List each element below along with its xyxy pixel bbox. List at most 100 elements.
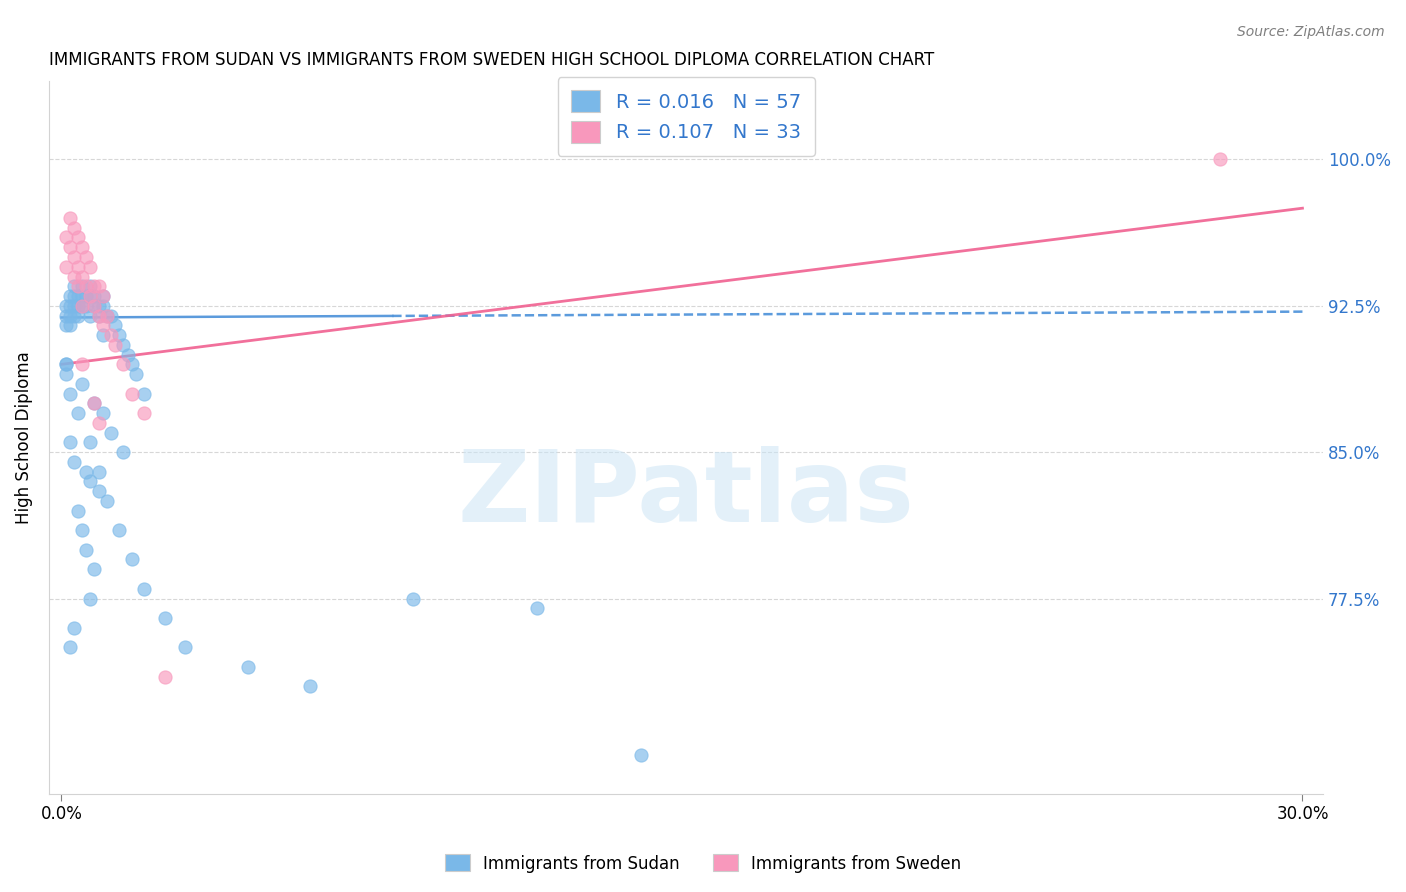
Point <box>70 299 93 313</box>
Text: IMMIGRANTS FROM SUDAN VS IMMIGRANTS FROM SWEDEN HIGH SCHOOL DIPLOMA CORRELATION : IMMIGRANTS FROM SUDAN VS IMMIGRANTS FROM… <box>49 51 934 69</box>
Point <box>59 289 82 303</box>
Point <box>62 250 84 264</box>
Point <box>79 260 101 274</box>
Point <box>66 230 89 244</box>
Point <box>75 299 97 313</box>
Point <box>91 318 114 333</box>
Point <box>70 523 93 537</box>
Point <box>96 494 118 508</box>
Point <box>402 591 425 606</box>
Point <box>1209 153 1232 167</box>
Point <box>79 475 101 489</box>
Point <box>134 406 156 420</box>
Point <box>55 357 77 371</box>
Point <box>174 640 197 655</box>
Point <box>62 289 84 303</box>
Point <box>79 591 101 606</box>
Point <box>87 299 110 313</box>
Point <box>70 240 93 254</box>
Point <box>70 357 93 371</box>
Point <box>79 435 101 450</box>
Point <box>66 299 89 313</box>
Point <box>91 289 114 303</box>
Point <box>100 425 122 440</box>
Point <box>59 299 82 313</box>
Point <box>104 318 127 333</box>
Point <box>87 484 110 499</box>
Point <box>104 338 127 352</box>
Point <box>79 309 101 323</box>
Point <box>83 299 105 313</box>
Point <box>66 289 89 303</box>
Legend: Immigrants from Sudan, Immigrants from Sweden: Immigrants from Sudan, Immigrants from S… <box>437 847 969 880</box>
Point <box>87 279 110 293</box>
Point <box>91 299 114 313</box>
Point <box>526 601 548 615</box>
Point <box>87 465 110 479</box>
Text: Source: ZipAtlas.com: Source: ZipAtlas.com <box>1237 25 1385 39</box>
Point <box>62 621 84 635</box>
Point <box>112 445 135 459</box>
Point <box>59 309 82 323</box>
Point <box>134 582 156 596</box>
Point <box>236 660 259 674</box>
Point <box>108 523 131 537</box>
Point <box>87 416 110 430</box>
Point <box>298 679 321 693</box>
Point <box>70 269 93 284</box>
Point <box>70 376 93 391</box>
Point <box>75 250 97 264</box>
Point <box>91 289 114 303</box>
Point <box>121 552 143 566</box>
Point <box>62 309 84 323</box>
Point <box>62 299 84 313</box>
Point <box>55 309 77 323</box>
Point <box>66 279 89 293</box>
Point <box>83 396 105 410</box>
Legend: R = 0.016   N = 57, R = 0.107   N = 33: R = 0.016 N = 57, R = 0.107 N = 33 <box>558 77 814 156</box>
Point <box>59 240 82 254</box>
Point <box>75 542 97 557</box>
Point <box>87 309 110 323</box>
Point <box>62 269 84 284</box>
Point <box>108 328 131 343</box>
Point <box>112 338 135 352</box>
Point <box>59 435 82 450</box>
Point <box>153 669 176 683</box>
Point <box>83 396 105 410</box>
Y-axis label: High School Diploma: High School Diploma <box>15 351 32 524</box>
Point <box>75 465 97 479</box>
Point <box>83 279 105 293</box>
Point <box>79 289 101 303</box>
Point <box>55 299 77 313</box>
Point <box>83 299 105 313</box>
Point <box>96 309 118 323</box>
Point <box>66 309 89 323</box>
Point <box>91 406 114 420</box>
Point <box>59 211 82 225</box>
Point <box>55 260 77 274</box>
Point <box>153 611 176 625</box>
Point <box>70 299 93 313</box>
Point <box>117 347 139 361</box>
Point <box>79 289 101 303</box>
Point <box>83 289 105 303</box>
Point <box>62 455 84 469</box>
Point <box>62 279 84 293</box>
Point <box>66 406 89 420</box>
Point <box>83 562 105 576</box>
Point <box>75 289 97 303</box>
Point <box>79 279 101 293</box>
Point <box>100 309 122 323</box>
Point <box>59 386 82 401</box>
Point <box>121 357 143 371</box>
Point <box>75 279 97 293</box>
Point <box>59 318 82 333</box>
Point <box>70 279 93 293</box>
Point <box>55 318 77 333</box>
Point <box>91 328 114 343</box>
Point <box>66 260 89 274</box>
Point <box>96 309 118 323</box>
Point <box>112 357 135 371</box>
Point <box>100 328 122 343</box>
